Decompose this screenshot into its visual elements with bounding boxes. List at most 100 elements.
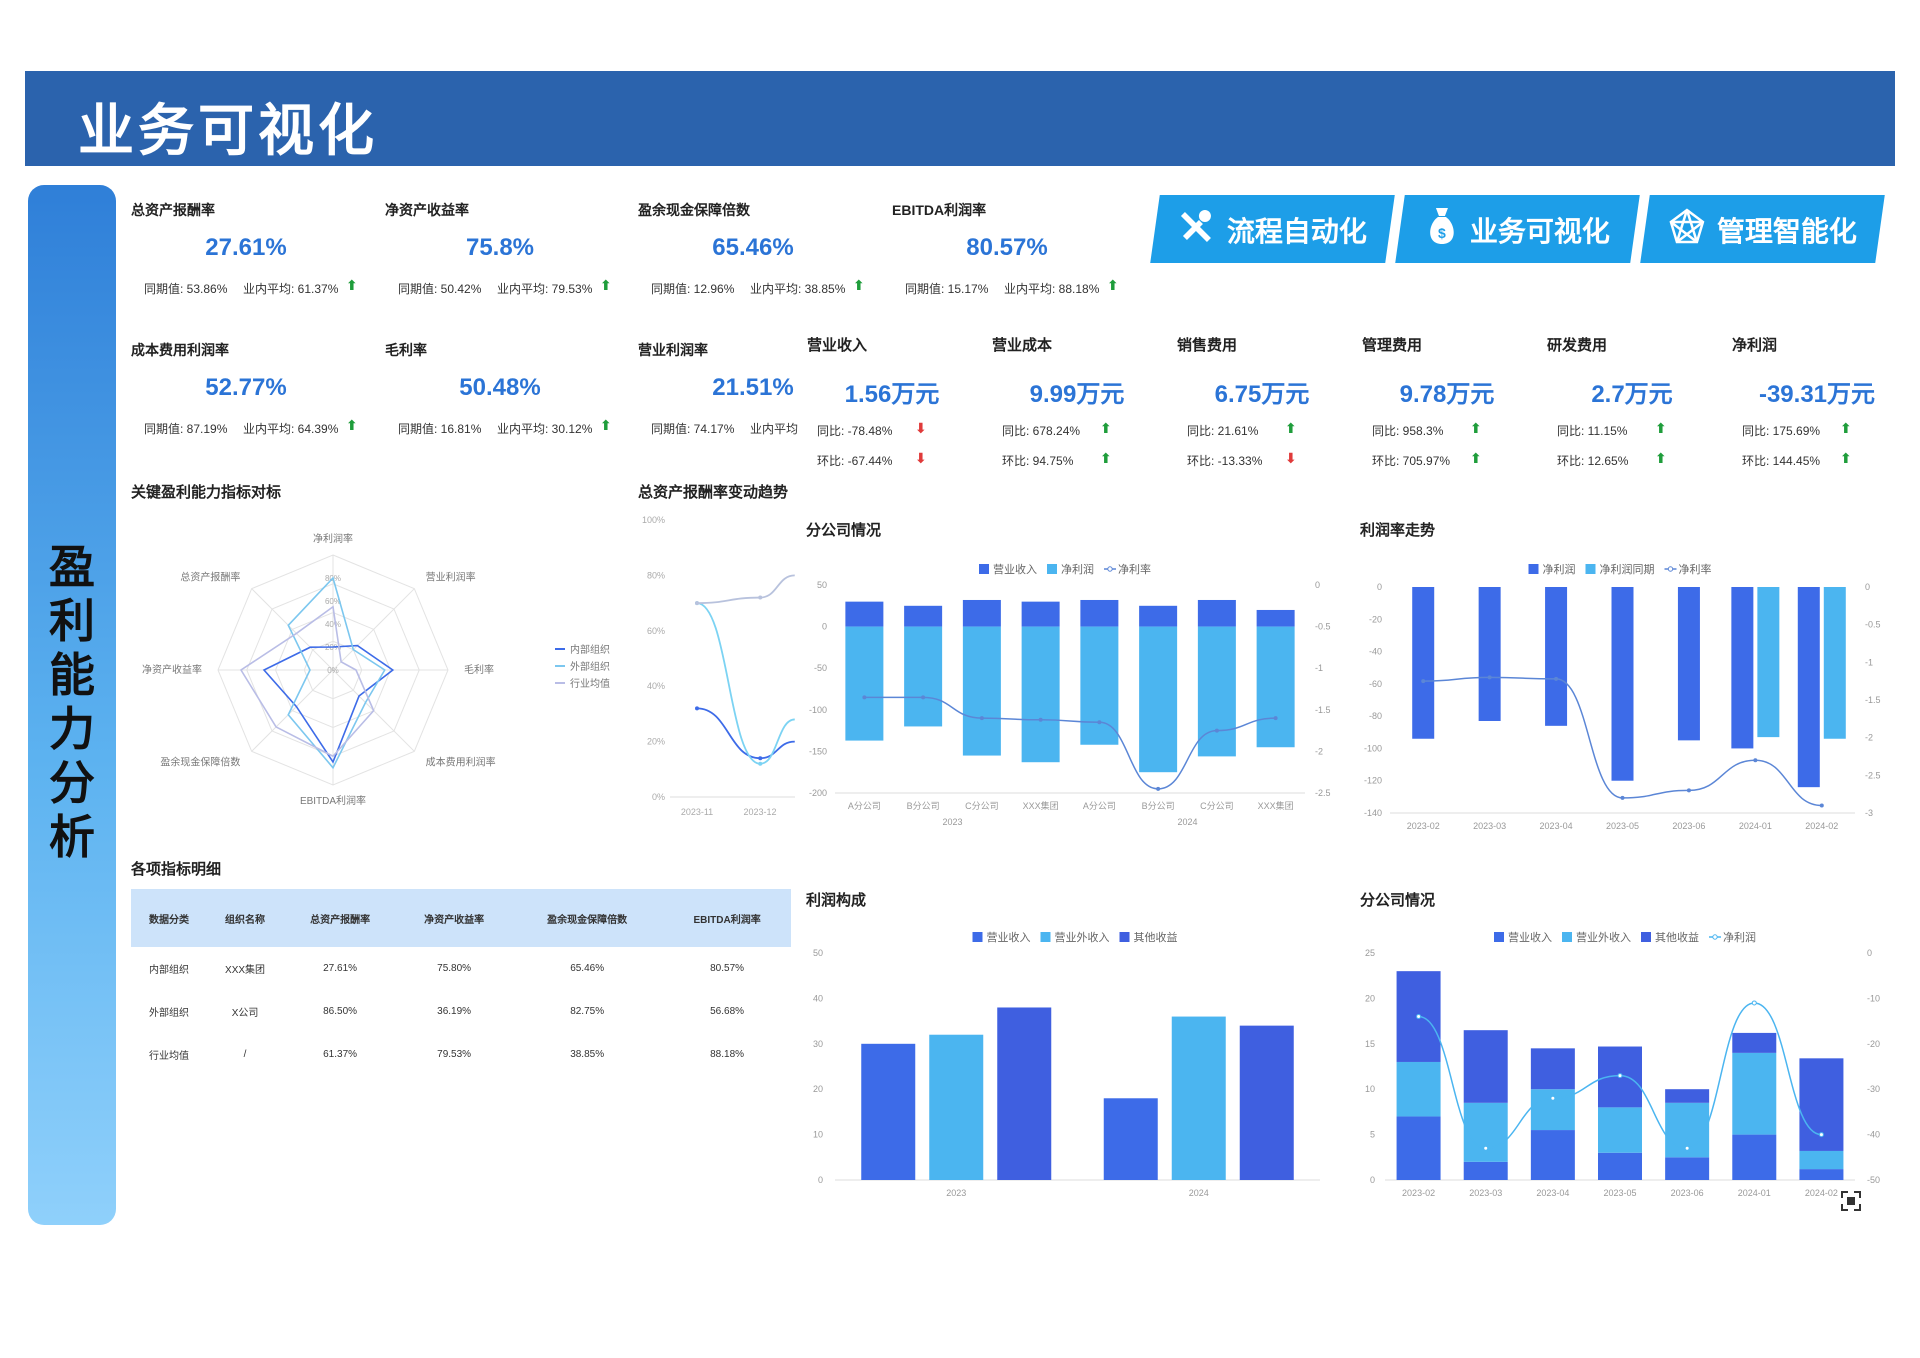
- branch2-bar-segment: [1463, 1030, 1508, 1103]
- branch2-bar-segment: [1396, 1116, 1441, 1180]
- radar-axis-line: [332, 588, 415, 671]
- radar-axis-label: 净利润率: [313, 532, 353, 545]
- kpi-prev-value: 同期值: 16.81%: [398, 422, 482, 436]
- legend-label: 净利润同期: [1600, 562, 1655, 576]
- comp-bar: [997, 1007, 1052, 1180]
- table-cell: X公司: [231, 1008, 259, 1019]
- branch-line-point: [979, 716, 984, 721]
- table-row: 外部组织 X公司 86.50% 36.19% 82.75% 56.68%: [131, 990, 791, 1033]
- margin-line-point: [1487, 675, 1492, 680]
- branch2-bar-segment: [1463, 1161, 1508, 1180]
- branch-bar-chart: 营业收入 净利润 净利率 50 0 -50 -100 -150 -200 0 -0.5 -1 -1.5 -…: [809, 562, 1331, 827]
- legend-swatch: [972, 932, 983, 942]
- radar-axis-label: 总资产报酬率: [180, 570, 240, 583]
- trend-y-tick: 60%: [647, 626, 665, 636]
- nav-label: 流程自动化: [1227, 215, 1368, 246]
- finance-value: -39.31万元: [1758, 381, 1876, 408]
- branch-section-title: 分公司情况: [806, 522, 882, 539]
- branch-y-tick: -50: [814, 663, 827, 673]
- svg-text:$: $: [1439, 225, 1447, 241]
- finance-mom: 环比: -13.33%: [1187, 454, 1263, 468]
- legend-swatch: [1047, 564, 1057, 574]
- nav-button-visualization[interactable]: $ 业务可视化: [1395, 195, 1640, 263]
- branch-bar-income: [1256, 609, 1295, 627]
- kpi-prev-value: 同期值: 12.96%: [651, 282, 735, 296]
- branch2-x-tick: 2024-02: [1805, 1188, 1838, 1198]
- legend-label: 营业收入: [1508, 930, 1552, 944]
- table-header-cell: 组织名称: [207, 889, 284, 947]
- radar-legend-label: 内部组织: [570, 643, 610, 656]
- branch-y2-tick: -2.5: [1315, 788, 1331, 798]
- kpi-industry-avg: 业内平均: 64.39%: [243, 422, 339, 436]
- branch-line-point: [1097, 720, 1102, 725]
- branch-y2-tick: -2: [1315, 746, 1323, 756]
- margin-x-tick: 2024-01: [1739, 821, 1772, 831]
- arrow-up-icon: ⬆: [600, 277, 612, 293]
- side-title-char: 析: [49, 810, 95, 864]
- nav-button-automation[interactable]: 流程自动化: [1150, 195, 1395, 263]
- table-cell: 外部组织: [149, 1008, 189, 1019]
- kpi-value: 27.61%: [205, 234, 287, 261]
- branch-line-point: [1214, 728, 1219, 733]
- trend-section-title: 总资产报酬率变动趋势: [638, 484, 789, 501]
- legend-swatch: [1528, 564, 1539, 574]
- margin-y2-tick: -2.5: [1865, 770, 1881, 780]
- branch2-x-tick: 2023-04: [1536, 1188, 1569, 1198]
- branch-bar-net: [845, 626, 884, 741]
- nav-button-intelligence[interactable]: 管理智能化: [1640, 195, 1885, 263]
- branch2-bar-segment: [1530, 1130, 1575, 1180]
- legend-label: 其他收益: [1655, 930, 1699, 944]
- composition-bar-chart: 营业收入 营业外收入 其他收益 50 40 30 20 10 0 2023 2024: [813, 930, 1320, 1198]
- kpi-card: 营业利润率 21.51% 同期值: 74.17% 业内平均: [638, 340, 878, 440]
- legend-swatch: [1494, 932, 1504, 942]
- legend-label: 营业外收入: [1576, 930, 1631, 944]
- branch-group-label: 2024: [1177, 817, 1197, 827]
- comp-y-tick: 20: [813, 1084, 823, 1094]
- margin-y-tick: -60: [1369, 679, 1382, 689]
- branch2-x-tick: 2023-03: [1469, 1188, 1502, 1198]
- margin-bar-net: [1611, 587, 1634, 781]
- table-cell: /: [243, 1049, 247, 1060]
- branch-line-netmargin: [864, 696, 1276, 790]
- kpi-card: 成本费用利润率 52.77% 同期值: 87.19% 业内平均: 64.39% ⬆: [131, 340, 371, 440]
- arrow-up-icon: ⬆: [1840, 450, 1852, 466]
- comp-bar: [1171, 1016, 1226, 1180]
- table-row: 行业均值 / 61.37% 79.53% 38.85% 88.18%: [131, 1033, 791, 1076]
- branch2-section-title: 分公司情况: [1360, 892, 1436, 909]
- comp-y-tick: 30: [813, 1039, 823, 1049]
- comp-bar: [1239, 1025, 1294, 1180]
- trend-point: [695, 601, 699, 606]
- branch-bar-income: [845, 601, 884, 627]
- kpi-industry-avg: 业内平均: 88.18%: [1004, 282, 1100, 296]
- fullscreen-icon[interactable]: [1840, 1190, 1862, 1212]
- trend-point: [758, 761, 763, 766]
- finance-mom: 环比: 12.65%: [1557, 454, 1629, 468]
- radar-axis-line: [251, 669, 334, 752]
- kpi-label: EBITDA利润率: [892, 202, 987, 218]
- branch-line-point: [921, 695, 926, 700]
- kpi-value: 50.48%: [459, 374, 541, 401]
- radar-tick-label: 40%: [325, 620, 341, 629]
- detail-table: 数据分类 组织名称 总资产报酬率 净资产收益率 盈余现金保障倍数 EBITDA利…: [131, 889, 791, 1076]
- margin-section-title: 利润率走势: [1360, 522, 1436, 539]
- branch2-y-tick: 10: [1365, 1084, 1375, 1094]
- margin-bar-net: [1412, 587, 1435, 739]
- branch2-y-tick: 0: [1370, 1175, 1375, 1185]
- branch2-bar-chart: 营业收入 营业外收入 其他收益 净利润 25 20 15 10 5 0 0 -10 -20 -30 -40 -…: [1365, 930, 1880, 1198]
- kpi-label: 总资产报酬率: [131, 202, 215, 218]
- branch2-y-tick: 20: [1365, 993, 1375, 1003]
- arrow-up-icon: ⬆: [1107, 277, 1119, 293]
- branch-group-label: 2023: [942, 817, 962, 827]
- arrow-up-icon: ⬆: [853, 277, 865, 293]
- finance-card: 销售费用 6.75万元 同比: 21.61% 环比: -13.33% ⬆ ⬇: [1177, 334, 1357, 474]
- margin-y2-tick: -3: [1865, 808, 1873, 818]
- branch-y-tick: -200: [809, 788, 827, 798]
- table-header-cell: 总资产报酬率: [283, 889, 398, 947]
- kpi-prev-value: 同期值: 15.17%: [905, 282, 989, 296]
- kpi-card: 毛利率 50.48% 同期值: 16.81% 业内平均: 30.12% ⬆: [385, 340, 625, 440]
- branch-x-tick: A分公司: [848, 801, 881, 811]
- margin-y2-tick: -0.5: [1865, 620, 1881, 630]
- detail-section-title: 各项指标明细: [131, 861, 222, 878]
- legend-label: 净利率: [1118, 562, 1151, 576]
- branch2-x-tick: 2023-02: [1402, 1188, 1435, 1198]
